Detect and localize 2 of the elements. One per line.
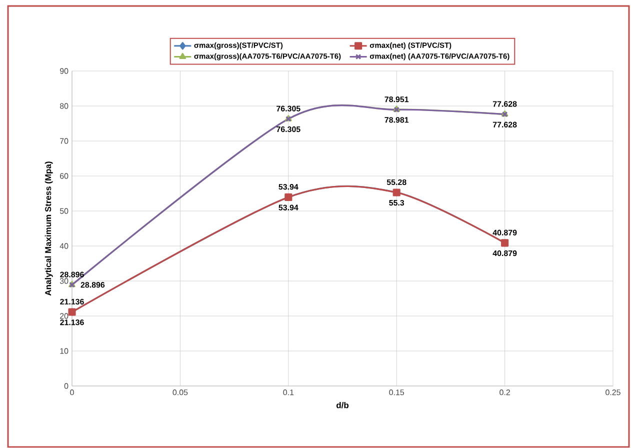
y-axis-title: Analytical Maximum Stress (Mpa) — [44, 162, 53, 296]
x-axis-title: d/b — [336, 402, 349, 408]
